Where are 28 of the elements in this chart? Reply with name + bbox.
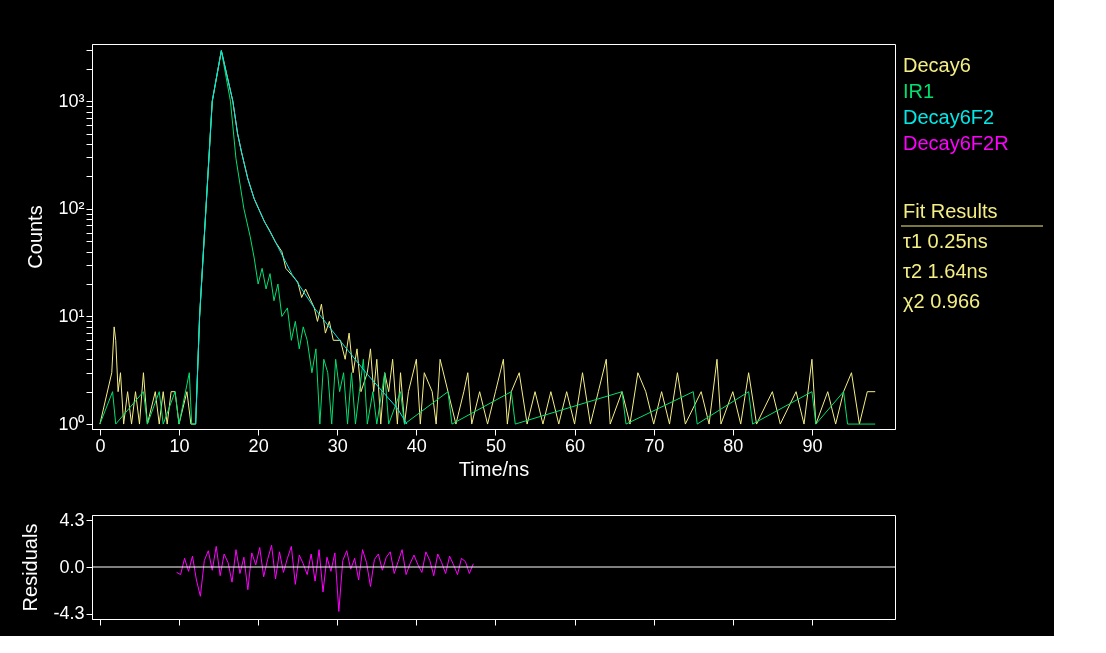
text: τ2 1.64ns <box>903 260 988 282</box>
x-tick-label: 50 <box>485 435 506 456</box>
x-tick-label: 10 <box>169 435 190 456</box>
text: Fit Results <box>903 200 998 222</box>
y-axis-title: Counts <box>24 205 47 269</box>
x-tick-label: 20 <box>248 435 269 456</box>
text: IR1 <box>903 80 935 102</box>
y-tick-label: 4.3 <box>59 509 85 530</box>
x-tick-label: 60 <box>565 435 586 456</box>
y-tick-label: 10¹ <box>58 305 85 326</box>
y-axis-title: Residuals <box>19 523 42 612</box>
text: χ2 0.966 <box>903 290 981 312</box>
y-tick-label: 10² <box>58 198 85 219</box>
y-tick-label: 10³ <box>58 90 85 111</box>
text: Decay6F2R <box>903 132 1009 154</box>
x-tick-label: 80 <box>723 435 744 456</box>
x-tick-label: 40 <box>406 435 427 456</box>
y-tick-label: 10⁰ <box>58 413 85 434</box>
x-tick-label: 70 <box>644 435 665 456</box>
text: Decay6F2 <box>903 106 995 128</box>
x-axis-title: Time/ns <box>458 457 530 480</box>
x-tick-label: 30 <box>327 435 348 456</box>
x-tick-label: 90 <box>802 435 823 456</box>
y-tick-label: 0.0 <box>59 556 85 577</box>
x-tick-label: 0 <box>95 435 106 456</box>
text: τ1 0.25ns <box>903 230 988 252</box>
text: Decay6 <box>903 54 971 76</box>
y-tick-label: -4.3 <box>53 603 85 624</box>
